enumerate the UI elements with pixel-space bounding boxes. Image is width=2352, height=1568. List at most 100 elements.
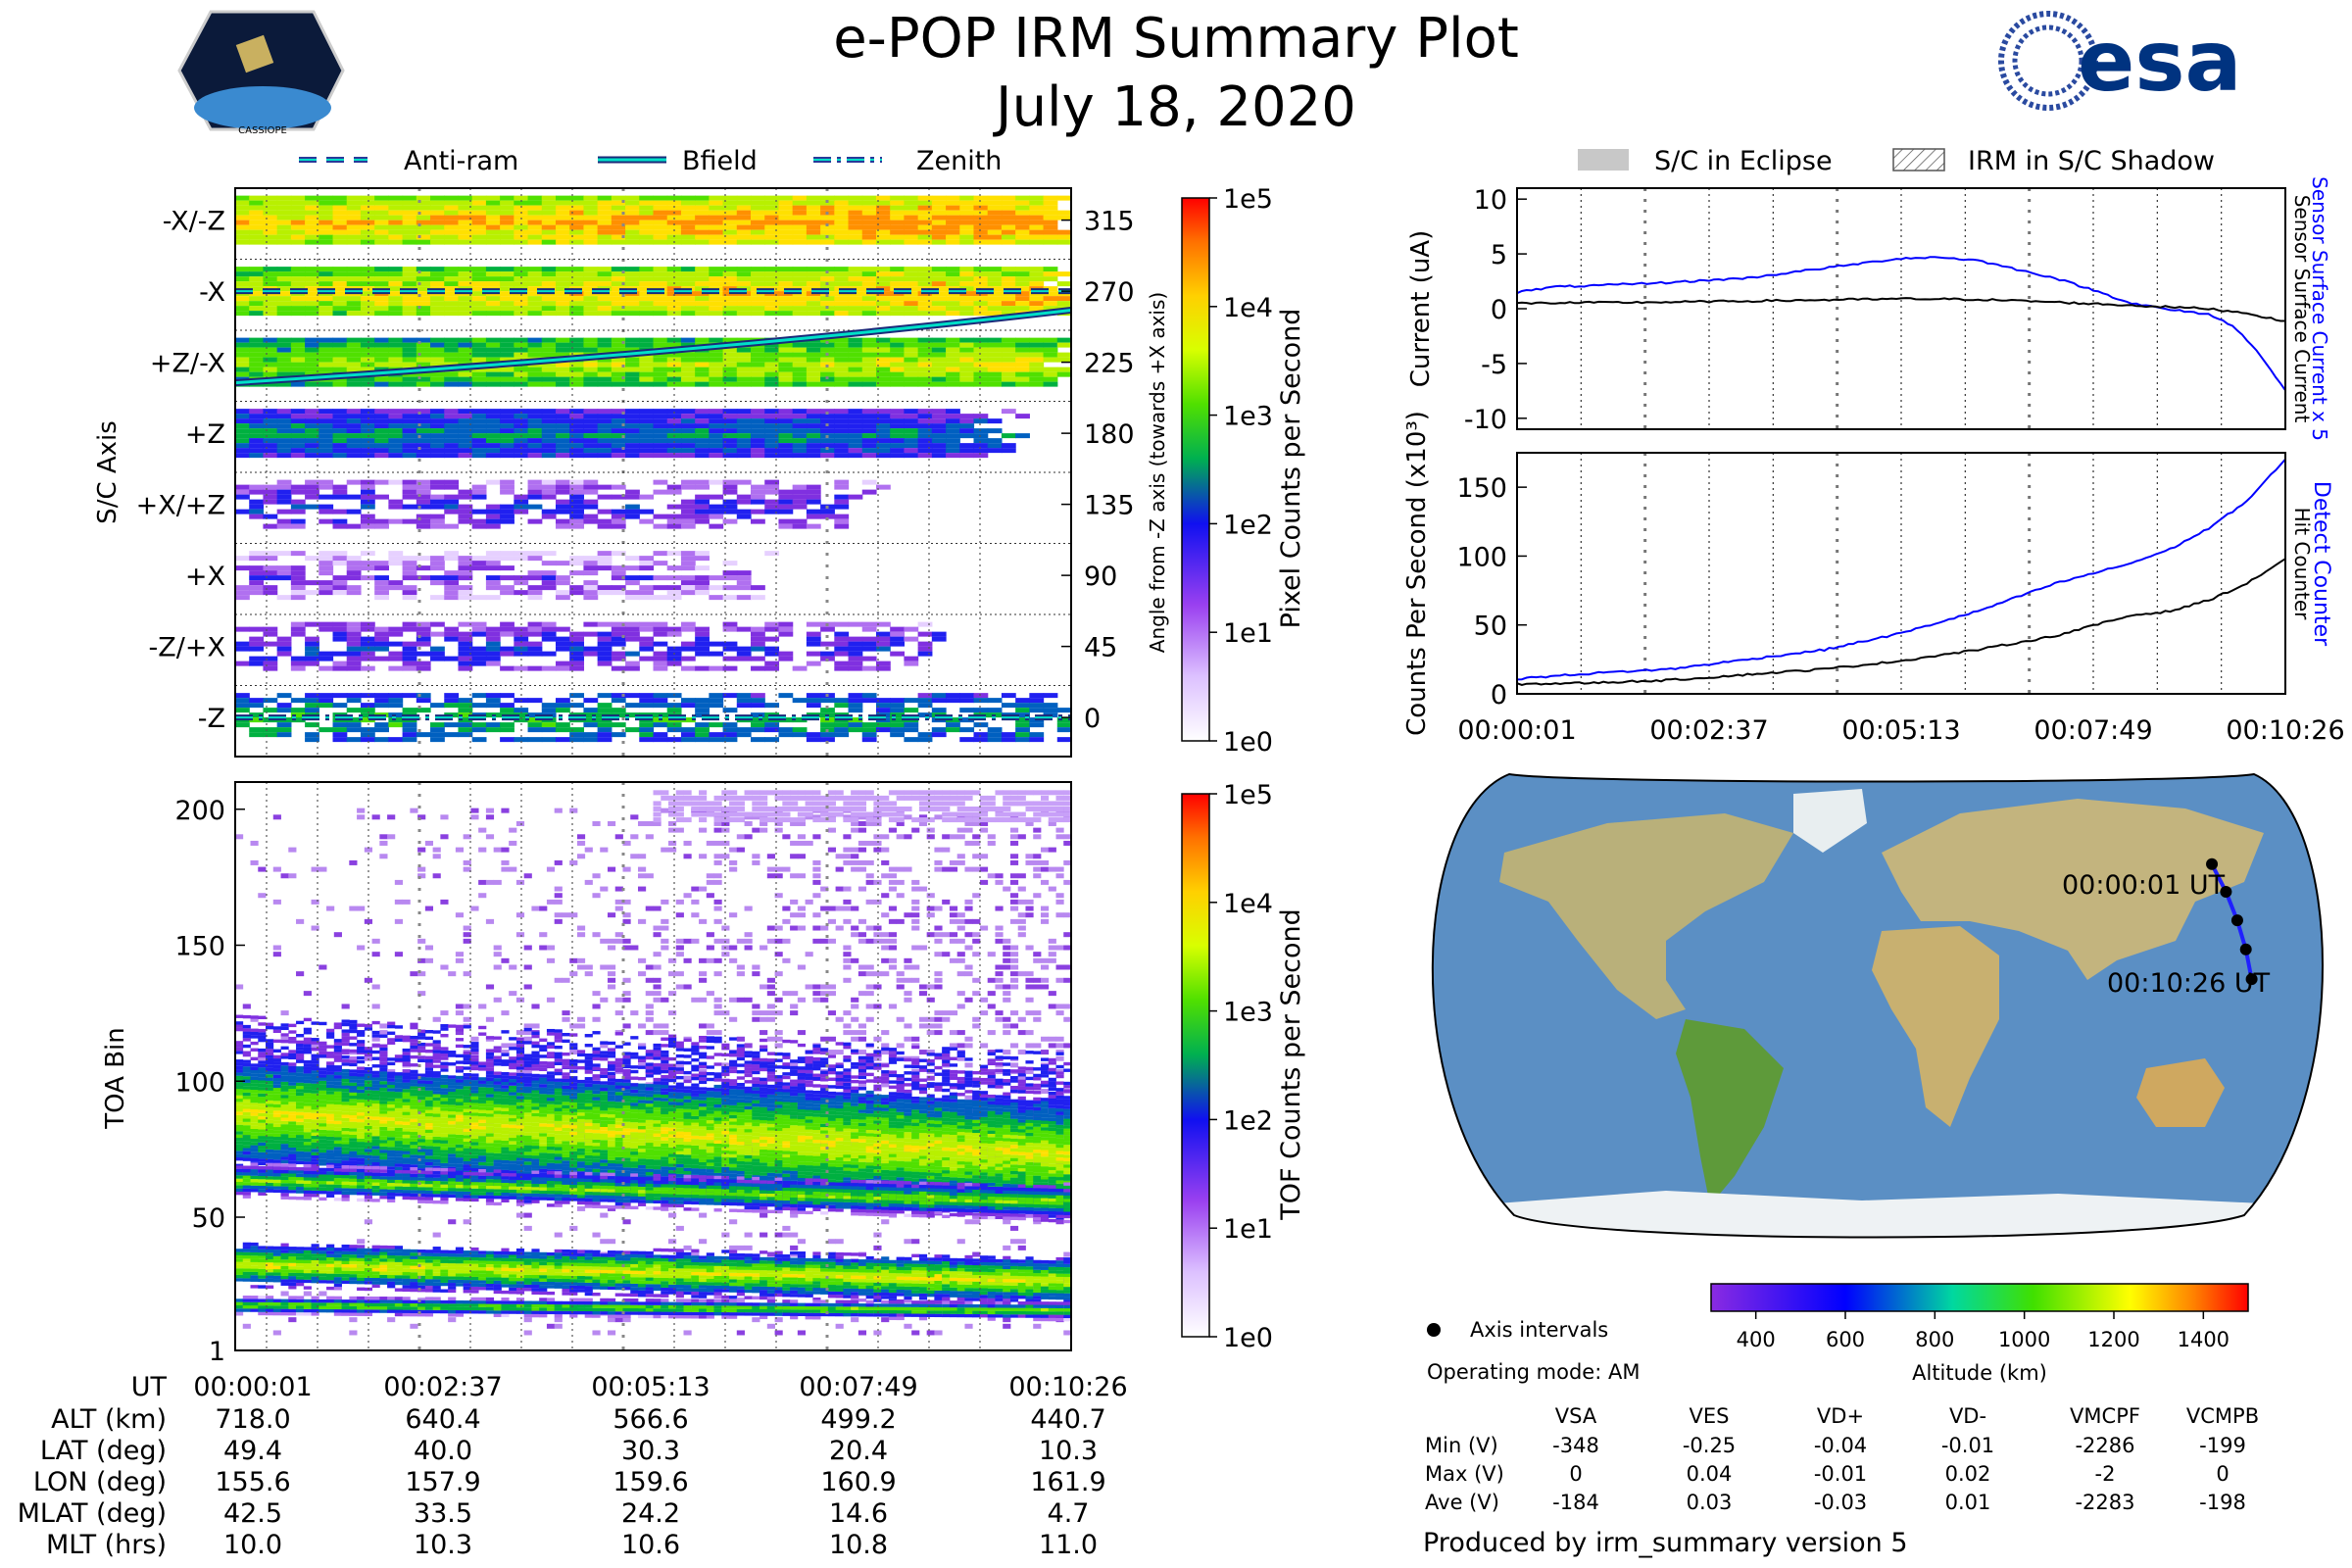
pixel-heatmap-cell: [764, 220, 780, 225]
pixel-heatmap-cell: [722, 693, 738, 699]
pixel-heatmap-cell: [305, 224, 319, 230]
pixel-heatmap-cell: [639, 381, 655, 387]
pixel-heatmap-cell: [555, 418, 570, 424]
tof-heatmap-cell: [349, 1270, 358, 1275]
tof-heatmap-cell: [357, 1076, 366, 1080]
tof-heatmap-cell: [349, 1168, 358, 1172]
pixel-heatmap-cell: [1001, 301, 1016, 307]
pixel-heatmap-cell: [806, 631, 821, 637]
pixel-heatmap-cell: [1015, 708, 1030, 713]
pixel-heatmap-cell: [360, 484, 375, 490]
pixel-heatmap-cell: [416, 414, 431, 419]
pixel-heatmap-cell: [541, 448, 557, 454]
pixel-heatmap-cell: [318, 409, 334, 415]
tof-heatmap-cell: [272, 1120, 281, 1124]
pixel-heatmap-cell: [764, 665, 780, 671]
pixel-heatmap-cell: [527, 479, 543, 485]
tof-heatmap-cell: [311, 1083, 319, 1088]
pixel-heatmap-cell: [541, 276, 557, 282]
tof-heatmap-cell: [341, 1267, 350, 1271]
tof-heatmap-cell: [311, 1194, 319, 1198]
pixel-heatmap-cell: [416, 428, 431, 434]
tof-heatmap-cell: [349, 1257, 358, 1261]
tof-heatmap-cell: [235, 1085, 244, 1090]
pixel-heatmap-cell: [416, 484, 431, 490]
pixel-heatmap-cell: [471, 727, 487, 733]
pixel-heatmap-cell: [848, 267, 863, 272]
pixel-heatmap-cell: [639, 367, 655, 372]
tof-heatmap-cell: [326, 1296, 335, 1300]
pixel-heatmap-cell: [653, 271, 668, 277]
pixel-heatmap-cell: [305, 489, 319, 495]
tof-heatmap-cell: [258, 1093, 267, 1098]
pixel-heatmap-cell: [751, 693, 765, 699]
pixel-heatmap-cell: [402, 504, 417, 510]
tof-heatmap-cell: [357, 1099, 366, 1103]
pixel-heatmap-cell: [360, 656, 375, 662]
pixel-heatmap-cell: [360, 428, 375, 434]
tof-heatmap-cell: [258, 1285, 267, 1289]
pixel-heatmap-cell: [709, 267, 724, 272]
tof-heatmap-cell: [357, 1112, 366, 1116]
pixel-heatmap-cell: [402, 693, 417, 699]
tof-heatmap-cell: [288, 1134, 297, 1138]
pixel-heatmap-cell: [792, 306, 808, 312]
pixel-heatmap-cell: [388, 665, 404, 671]
pixel-heatmap-cell: [904, 281, 919, 287]
pixel-heatmap-cell: [709, 281, 724, 287]
pixel-heatmap-cell: [458, 210, 473, 216]
pixel-heatmap-cell: [904, 371, 919, 377]
pixel-heatmap-cell: [680, 737, 696, 743]
pixel-heatmap-cell: [458, 220, 473, 225]
pixel-heatmap-cell: [318, 418, 334, 424]
tof-heatmap-cell: [349, 1121, 358, 1126]
pixel-heatmap-cell: [374, 626, 389, 632]
pixel-heatmap-cell: [1029, 195, 1045, 201]
pixel-heatmap-cell: [485, 229, 501, 235]
pixel-heatmap-cell: [1056, 727, 1072, 733]
pixel-heatmap-cell: [987, 428, 1003, 434]
pixel-heatmap-cell: [458, 556, 473, 562]
pixel-heatmap-cell: [792, 443, 808, 449]
tof-heatmap-cell: [318, 1184, 327, 1188]
tof-heatmap-cell: [272, 1136, 281, 1141]
pixel-heatmap-cell: [611, 484, 626, 490]
pixel-heatmap-cell: [263, 239, 278, 245]
pixel-heatmap-cell: [751, 352, 765, 358]
pixel-heatmap-cell: [834, 276, 850, 282]
pixel-heatmap-cell: [751, 376, 765, 382]
pixel-heatmap-cell: [374, 636, 389, 642]
pixel-heatmap-cell: [318, 504, 334, 510]
tof-heatmap-cell: [288, 1053, 297, 1057]
tof-heatmap-cell: [371, 1129, 380, 1134]
tof-heatmap-cell: [288, 1117, 297, 1122]
tof-heatmap-cell: [266, 1103, 274, 1107]
tof-heatmap-cell: [326, 1052, 335, 1055]
pixel-heatmap-cell: [764, 626, 780, 632]
tof-heatmap-cell: [303, 1051, 312, 1054]
tof-heatmap-cell: [303, 1089, 312, 1094]
pixel-heatmap-cell: [1015, 737, 1030, 743]
tof-heatmap-cell: [349, 1138, 358, 1142]
pixel-heatmap-cell: [346, 626, 362, 632]
pixel-heatmap-cell: [973, 342, 989, 348]
pixel-heatmap-cell: [597, 301, 612, 307]
pixel-heatmap-cell: [666, 443, 682, 449]
tof-heatmap-cell: [318, 1260, 327, 1264]
pixel-heatmap-cell: [430, 595, 445, 601]
pixel-heatmap-cell: [583, 561, 599, 566]
tof-heatmap-cell: [357, 1102, 366, 1106]
pixel-heatmap-cell: [917, 371, 933, 377]
pixel-heatmap-cell: [987, 376, 1003, 382]
pixel-heatmap-cell: [290, 215, 306, 220]
tof-heatmap-cell: [311, 1250, 319, 1254]
pixel-heatmap-cell: [959, 281, 975, 287]
pixel-heatmap-cell: [402, 357, 417, 363]
pixel-heatmap-cell: [458, 195, 473, 201]
tof-heatmap-cell: [235, 1301, 244, 1306]
tof-heatmap-cell: [318, 1273, 327, 1277]
tof-heatmap-cell: [318, 1187, 327, 1192]
pixel-heatmap-cell: [1015, 727, 1030, 733]
pixel-heatmap-cell: [276, 362, 292, 368]
pixel-heatmap-cell: [751, 195, 765, 201]
